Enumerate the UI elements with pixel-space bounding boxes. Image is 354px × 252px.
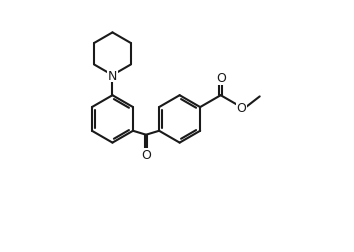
Text: N: N bbox=[108, 69, 117, 82]
Text: O: O bbox=[236, 101, 246, 114]
Text: O: O bbox=[141, 149, 151, 162]
Text: O: O bbox=[216, 72, 225, 85]
